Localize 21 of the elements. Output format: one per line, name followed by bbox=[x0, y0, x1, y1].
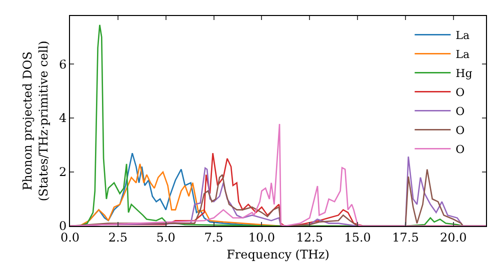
legend-label: O bbox=[456, 104, 465, 118]
x-tick-label: 7.5 bbox=[204, 230, 224, 244]
legend-label: O bbox=[456, 86, 465, 99]
x-tick-label: 12.5 bbox=[296, 230, 323, 244]
y-tick-label: 6 bbox=[58, 57, 67, 72]
x-tick-label: 10.0 bbox=[248, 230, 276, 244]
line-series bbox=[70, 123, 486, 226]
legend-label: La bbox=[456, 48, 470, 61]
x-tick-label: 5.0 bbox=[156, 230, 176, 244]
y-tick-label: 4 bbox=[58, 111, 67, 126]
y-axis-title: Phonon projected DOS (States/THz·primitive cell) bbox=[20, 40, 50, 202]
legend-label: O bbox=[456, 124, 465, 137]
y-tick-label: 2 bbox=[58, 165, 67, 180]
x-tick-label: 2.5 bbox=[108, 230, 128, 244]
legend-label: La bbox=[456, 28, 470, 42]
legend-label: O bbox=[456, 142, 465, 156]
x-axis-title: Frequency (THz) bbox=[226, 247, 330, 262]
x-tick-label: 17.5 bbox=[392, 230, 419, 244]
x-tick-label: 20.0 bbox=[440, 230, 467, 244]
legend-label: Hg bbox=[456, 66, 472, 80]
x-tick-label: 15.0 bbox=[344, 230, 371, 244]
